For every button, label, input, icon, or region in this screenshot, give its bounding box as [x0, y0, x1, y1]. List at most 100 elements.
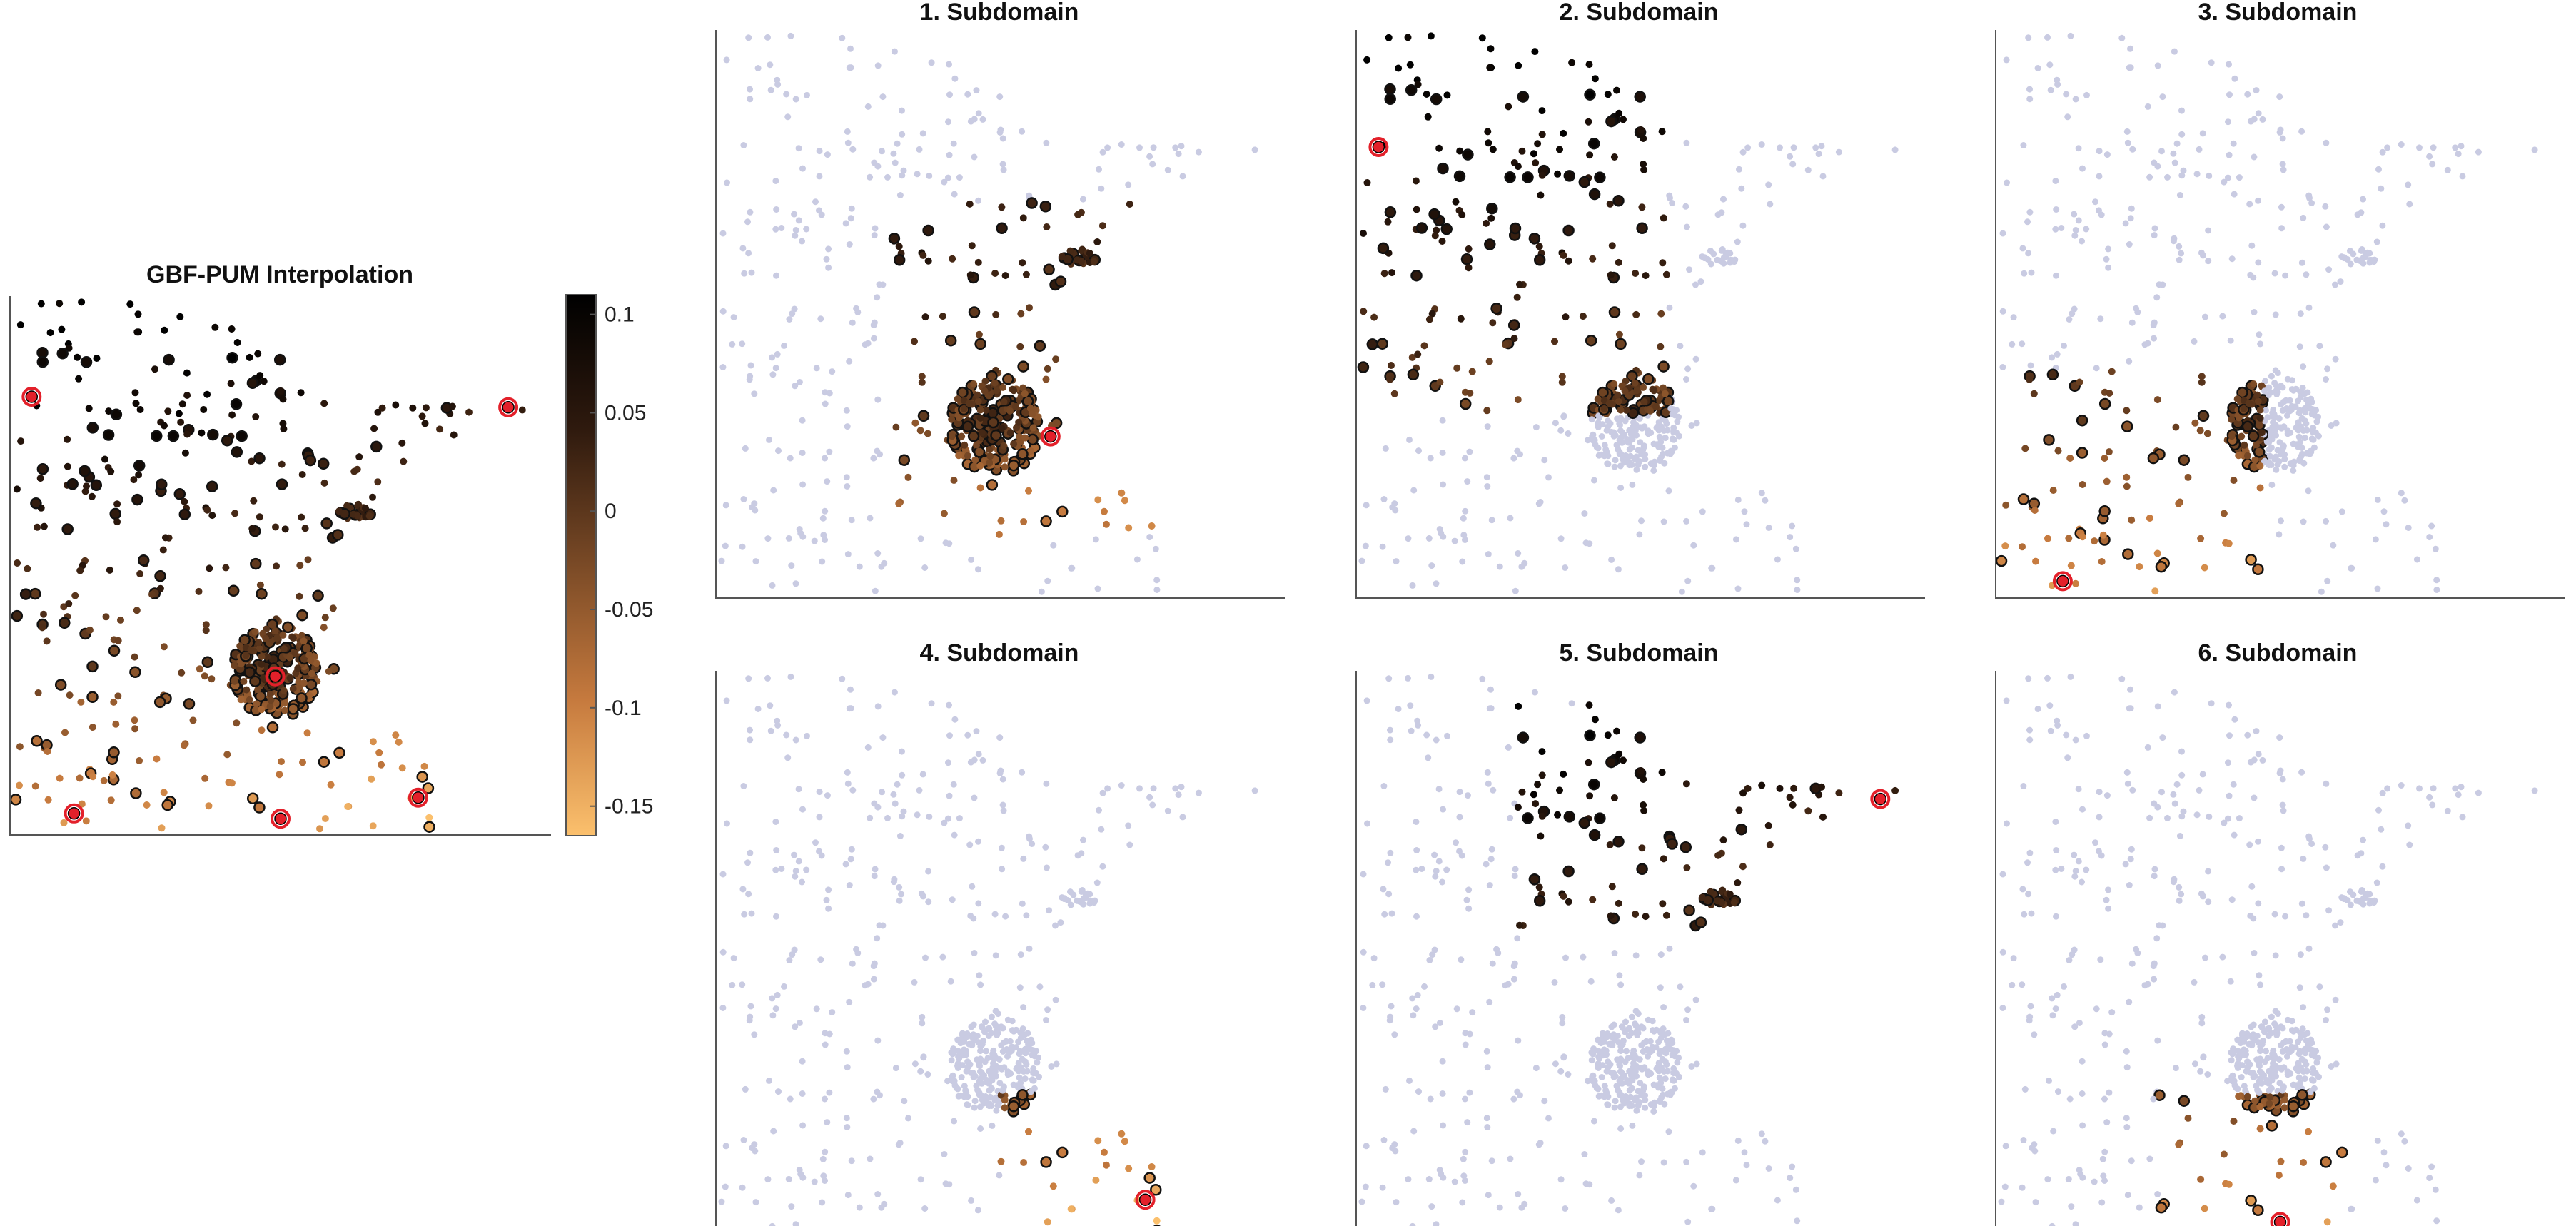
data-point — [2250, 380, 2258, 387]
inactive-point — [747, 208, 754, 216]
data-point — [1562, 313, 1570, 321]
inactive-point — [774, 350, 781, 358]
data-point — [156, 584, 164, 592]
data-point — [1042, 375, 1050, 383]
data-point — [258, 653, 266, 660]
colorbar-tick-label: -0.1 — [605, 696, 642, 720]
inactive-point — [2256, 1089, 2263, 1096]
inactive-point — [1136, 785, 1143, 792]
data-point — [1538, 748, 1546, 756]
inactive-point — [951, 191, 958, 198]
data-point — [64, 462, 71, 470]
data-point — [203, 390, 211, 398]
data-point — [1466, 390, 1474, 397]
inactive-point — [1667, 1045, 1675, 1053]
inactive-point — [1758, 1130, 1765, 1138]
inactive-point — [2300, 1004, 2307, 1011]
inactive-point — [1362, 542, 1369, 549]
data-point — [1636, 863, 1648, 876]
data-point — [1428, 310, 1436, 318]
inactive-point — [967, 912, 974, 919]
inactive-point — [2079, 238, 2085, 245]
data-point — [422, 782, 435, 794]
data-point — [298, 632, 305, 639]
data-point — [2098, 558, 2106, 565]
subdomain-3-title: 3. Subdomain — [2198, 0, 2358, 26]
inactive-point — [1432, 873, 1439, 880]
inactive-point — [822, 1095, 828, 1103]
inactive-point — [769, 1012, 777, 1019]
inactive-point — [2173, 140, 2181, 147]
inactive-point — [977, 1055, 984, 1063]
inactive-point — [2151, 232, 2158, 239]
inactive-point — [2278, 425, 2285, 432]
data-point — [1019, 214, 1027, 222]
data-point — [173, 488, 186, 500]
data-point — [1657, 310, 1665, 318]
inactive-point — [2021, 911, 2028, 918]
inactive-point — [1683, 1017, 1689, 1023]
inactive-point — [1789, 1163, 1796, 1170]
data-point — [1404, 34, 1412, 41]
inactive-point — [2058, 225, 2065, 231]
data-point — [1563, 170, 1576, 182]
inactive-point — [2019, 886, 2026, 893]
inactive-point — [1632, 1020, 1639, 1028]
subdomain-2-title: 2. Subdomain — [1560, 0, 1719, 26]
inactive-point — [1741, 1149, 1748, 1156]
data-point — [1534, 140, 1542, 148]
inactive-point — [2171, 235, 2178, 242]
inactive-point — [1098, 826, 1105, 833]
inactive-point — [2178, 131, 2186, 138]
inactive-point — [1662, 1031, 1669, 1038]
data-point — [252, 413, 260, 420]
inactive-point — [1484, 483, 1491, 490]
inactive-point — [826, 1089, 833, 1096]
inactive-point — [1645, 1016, 1652, 1023]
inactive-point — [1385, 891, 1393, 898]
inactive-point — [999, 776, 1006, 783]
inactive-point — [867, 814, 874, 821]
inactive-point — [1541, 1098, 1548, 1105]
data-point — [233, 719, 241, 727]
data-point — [1457, 315, 1465, 323]
data-point — [1587, 778, 1600, 791]
inactive-point — [2324, 365, 2331, 373]
inactive-point — [2052, 819, 2059, 825]
inactive-point — [2383, 521, 2390, 528]
inactive-point — [849, 960, 856, 967]
inactive-point — [1022, 1050, 1029, 1057]
inactive-point — [2459, 173, 2466, 180]
inactive-point — [2126, 358, 2133, 365]
inactive-point — [1164, 807, 1171, 814]
inactive-point — [1392, 507, 1399, 514]
inactive-point — [1699, 508, 1706, 515]
inactive-point — [1541, 457, 1548, 464]
inactive-point — [1369, 981, 1376, 988]
highlight-center — [268, 669, 282, 683]
data-point — [2172, 423, 2180, 431]
inactive-point — [1552, 1060, 1559, 1068]
inactive-point — [752, 558, 759, 565]
inactive-point — [792, 873, 799, 880]
data-point — [312, 589, 324, 602]
inactive-point — [2433, 577, 2440, 584]
data-point — [888, 232, 901, 245]
inactive-point — [966, 841, 974, 848]
inactive-point — [2398, 782, 2405, 789]
inactive-point — [740, 783, 747, 789]
inactive-point — [2202, 313, 2208, 320]
data-point — [1043, 263, 1055, 275]
data-point — [136, 757, 143, 764]
inactive-point — [2323, 1017, 2329, 1023]
inactive-point — [1195, 789, 1202, 796]
data-point — [1735, 806, 1743, 814]
data-point — [1786, 794, 1794, 801]
data-point — [14, 559, 21, 567]
inactive-point — [1739, 222, 1747, 229]
inactive-point — [1624, 1079, 1631, 1086]
inactive-point — [1507, 814, 1514, 821]
data-point — [273, 634, 281, 642]
inactive-point — [1531, 689, 1538, 696]
inactive-point — [1611, 1104, 1618, 1111]
